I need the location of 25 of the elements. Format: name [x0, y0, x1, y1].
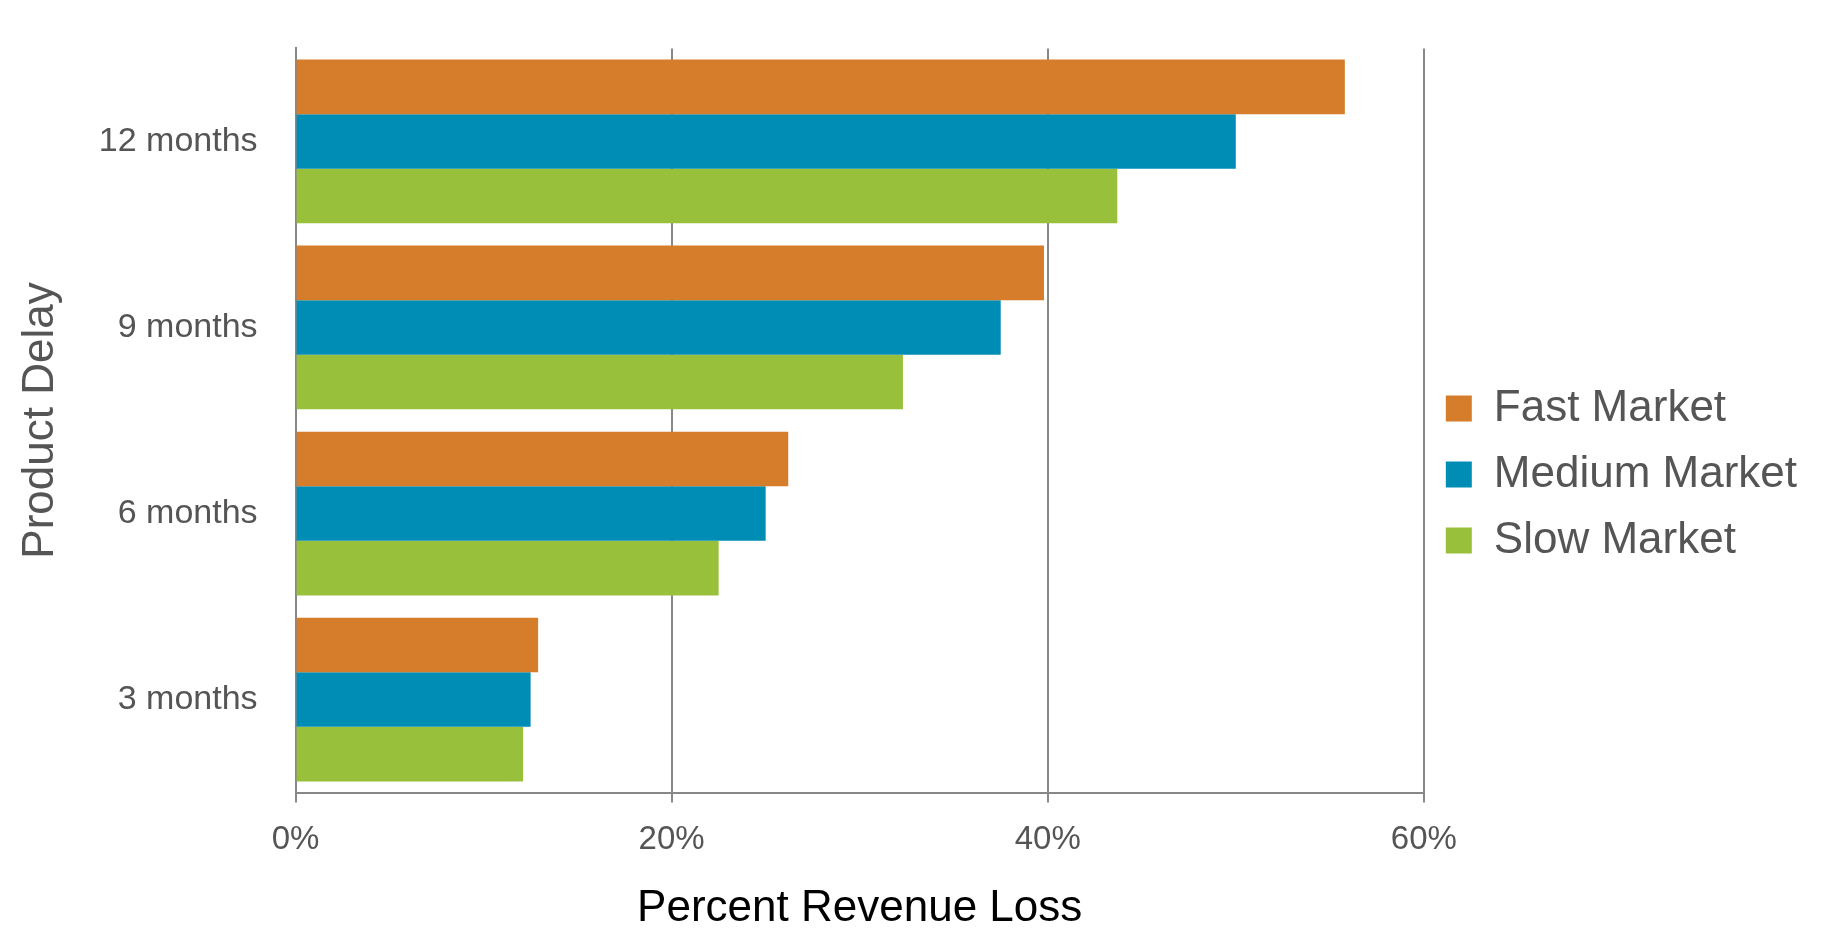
bar: [296, 486, 766, 541]
bar: [296, 114, 1236, 169]
legend-label: Medium Market: [1493, 446, 1797, 496]
x-axis-title: Percent Revenue Loss: [637, 880, 1083, 930]
bar: [296, 300, 1001, 355]
y-tick-label: 12 months: [98, 119, 258, 158]
x-tick-label: 40%: [1014, 819, 1081, 857]
x-tick-label: 0%: [271, 819, 320, 857]
x-tick-label: 60%: [1390, 819, 1457, 857]
x-tick-label: 20%: [638, 819, 705, 857]
y-axis-title: Product Delay: [12, 282, 62, 559]
y-tick-label: 6 months: [117, 491, 258, 530]
bar: [296, 354, 903, 410]
y-tick-label: 3 months: [117, 677, 258, 716]
bar: [296, 617, 539, 673]
bar: [296, 726, 524, 782]
legend-label: Fast Market: [1493, 380, 1727, 430]
y-tick-label: 9 months: [117, 305, 258, 344]
bar: [296, 59, 1345, 115]
bar: [296, 245, 1044, 301]
bar: [296, 672, 531, 727]
bar: [296, 540, 719, 596]
legend-label: Slow Market: [1493, 512, 1736, 562]
bar: [296, 168, 1118, 224]
bar: [296, 431, 789, 487]
